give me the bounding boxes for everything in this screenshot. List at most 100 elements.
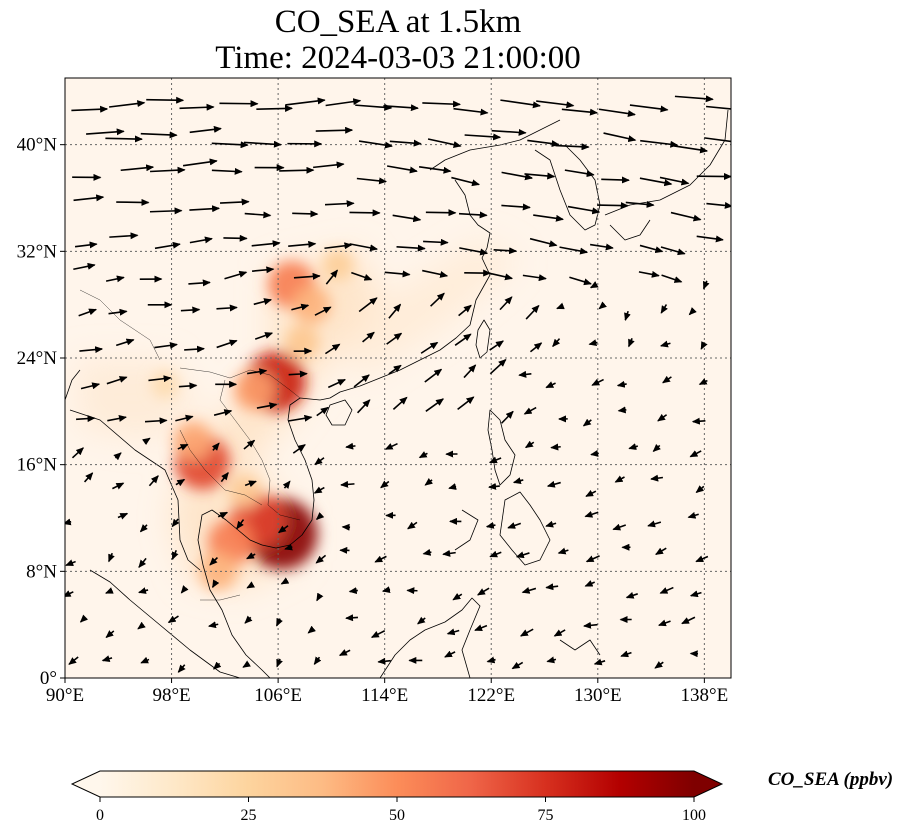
wind-arrow-55: [659, 586, 674, 594]
wind-arrow-186: [588, 339, 598, 347]
wind-arrow-124: [418, 451, 428, 459]
colorbar-gradient: [100, 771, 694, 797]
wind-arrow-139: [288, 414, 313, 422]
wind-arrow-71: [557, 547, 569, 555]
wind-arrow-243: [590, 243, 614, 251]
concentration-hotspot-4: [173, 420, 213, 461]
wind-arrow-262: [597, 202, 629, 210]
wind-arrow-19: [79, 614, 89, 623]
colorbar-tick-label: 100: [682, 807, 706, 824]
wind-arrow-245: [660, 246, 686, 256]
wind-arrow-143: [425, 398, 444, 412]
wind-arrow-1: [101, 655, 113, 663]
colorbar-extend-max: [694, 771, 722, 797]
wind-arrow-46: [348, 587, 358, 595]
wind-arrow-286: [105, 135, 143, 143]
wind-arrow-134: [107, 414, 127, 422]
wind-arrow-41: [180, 585, 189, 594]
wind-arrow-28: [370, 630, 386, 639]
wind-arrow-98: [175, 478, 186, 487]
wind-arrow-83: [315, 512, 325, 520]
wind-arrow-32: [519, 628, 534, 637]
wind-arrow-63: [284, 543, 293, 551]
wind-arrow-5: [242, 660, 251, 668]
wind-arrow-107: [488, 482, 500, 490]
wind-arrow-82: [277, 525, 289, 534]
wind-arrow-100: [244, 480, 257, 488]
wind-arrow-174: [184, 345, 206, 353]
wind-arrow-130: [628, 443, 639, 450]
wind-arrow-77: [117, 512, 129, 520]
wind-arrow-59: [138, 557, 147, 568]
wind-arrow-180: [386, 332, 403, 345]
wind-arrow-104: [380, 480, 390, 489]
wind-arrow-320: [629, 104, 669, 113]
wind-arrow-209: [73, 262, 96, 271]
wind-arrow-316: [500, 99, 541, 109]
wind-arrow-257: [425, 209, 457, 217]
wind-arrow-138: [256, 402, 278, 410]
lat-tick-label: 32°N: [17, 241, 58, 262]
wind-arrow-189: [700, 341, 708, 350]
wind-arrow-194: [216, 304, 238, 312]
wind-arrow-197: [314, 306, 332, 316]
wind-arrow-216: [325, 269, 338, 285]
wind-arrow-297: [491, 128, 527, 136]
wind-arrow-72: [585, 555, 600, 563]
wind-arrow-173: [154, 341, 178, 349]
wind-arrow-275: [386, 165, 418, 174]
wind-arrow-106: [448, 483, 457, 490]
wind-arrow-283: [659, 176, 690, 186]
wind-arrow-50: [477, 587, 490, 596]
wind-arrow-126: [488, 456, 502, 464]
wind-arrow-120: [292, 444, 306, 454]
wind-arrow-309: [256, 104, 294, 112]
wind-arrow-23: [207, 621, 219, 629]
wind-arrow-202: [499, 296, 513, 311]
wind-arrow-31: [474, 624, 488, 632]
wind-arrow-9: [377, 657, 391, 665]
lat-tick-label: 0°: [40, 668, 57, 689]
wind-arrow-256: [392, 214, 422, 223]
lon-tick-label: 138°E: [681, 685, 729, 706]
wind-arrow-183: [489, 340, 504, 351]
wind-arrow-249: [149, 207, 183, 215]
wind-arrow-161: [388, 364, 402, 375]
wind-arrow-265: [706, 201, 731, 209]
wind-arrow-81: [236, 519, 245, 530]
wind-arrow-304: [71, 105, 109, 113]
wind-arrow-79: [171, 518, 180, 528]
concentration-hotspot-12: [198, 552, 238, 591]
colorbar: 0 25 50 75 100: [70, 770, 724, 824]
wind-arrow-246: [696, 235, 724, 243]
wind-arrow-132: [689, 450, 702, 458]
wind-arrow-302: [673, 145, 709, 154]
wind-arrow-64: [315, 554, 327, 564]
wind-arrow-321: [674, 95, 714, 103]
wind-arrow-159: [327, 378, 346, 389]
wind-arrow-103: [340, 480, 355, 488]
wind-arrow-263: [625, 200, 655, 208]
wind-arrow-167: [591, 378, 604, 386]
wind-arrow-93: [647, 520, 662, 528]
wind-arrow-17: [654, 661, 664, 669]
wind-arrow-252: [244, 211, 272, 219]
wind-arrow-300: [603, 132, 637, 143]
wind-arrow-282: [639, 177, 673, 187]
wind-arrow-281: [601, 176, 630, 184]
wind-arrow-117: [177, 443, 189, 451]
concentration-hotspot-8: [292, 285, 331, 324]
wind-arrow-14: [546, 656, 557, 664]
wind-arrow-269: [182, 158, 218, 167]
wind-arrow-278: [501, 171, 534, 181]
wind-arrow-69: [489, 550, 502, 558]
wind-arrow-241: [529, 237, 558, 248]
wind-arrow-57: [65, 559, 76, 566]
wind-arrow-148: [582, 418, 592, 427]
wind-arrow-205: [598, 301, 607, 310]
wind-arrow-311: [325, 98, 362, 107]
wind-arrow-181: [420, 341, 439, 354]
wind-arrow-254: [324, 200, 355, 208]
wind-arrow-135: [144, 417, 168, 425]
